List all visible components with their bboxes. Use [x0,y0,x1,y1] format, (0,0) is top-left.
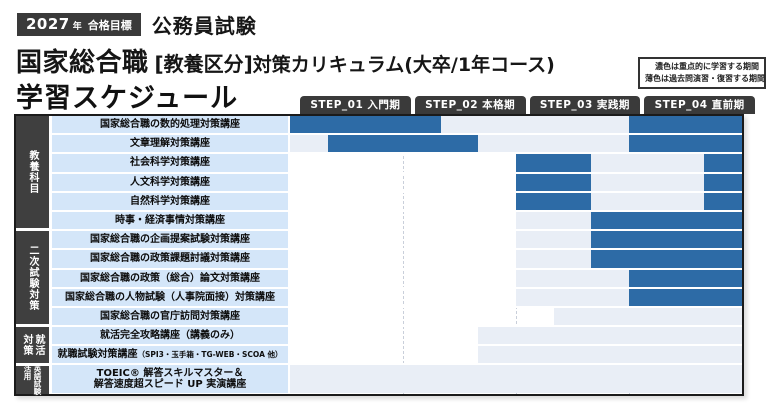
review-practice-bar [591,173,705,191]
legend-dark-note: 濃色は重点的に学習する期間 [655,62,759,71]
review-practice-bar [591,192,705,210]
schedule-row [290,288,742,308]
group-label-text: 就活 [33,333,44,356]
course-title-main: 国家総合職 [16,48,149,78]
schedule-row [290,250,742,270]
course-label-cell: 人文科学対策講座 [52,173,288,193]
focus-study-bar [516,173,592,191]
course-label-cell: 国家総合職の政策課題討議対策講座 [52,250,288,270]
group-label-text: 二次試験対策 [27,244,38,311]
focus-study-bar [516,154,592,172]
course-label-cell: 社会科学対策講座 [52,154,288,174]
focus-study-bar [629,269,742,287]
review-practice-bar [478,327,742,345]
schedule-row [290,231,742,251]
schedule-table: 教養科目 二次試験対策 就活 対策 英語試験 活用 国家総合職の数的処理対策講座 文章理解対… [14,114,744,396]
review-practice-bar [591,154,705,172]
review-practice-bar [290,135,328,153]
step-tab: STEP_04 直前期 [644,96,755,114]
review-practice-bar [440,116,629,134]
header-line-1: 2027 年 合格目標 公務員試験 [17,10,257,39]
review-practice-bar [516,288,629,306]
group-label-block: 就活 対策 [16,327,49,366]
group-label-block: 英語試験 活用 [16,364,49,395]
schedule-row [290,192,742,212]
focus-study-bar [629,116,742,134]
schedule-row [290,154,742,174]
step-tab: STEP_01 入門期 [300,96,411,114]
focus-study-bar [704,154,742,172]
course-label-column: 国家総合職の数的処理対策講座 文章理解対策講座 社会科学対策講座 人文科学対策講座 自然… [52,116,288,394]
group-label-block: 教養科目 [16,116,49,232]
course-label-cell: 国家総合職の官庁訪問対策講座 [52,307,288,328]
course-label-cell: 国家総合職の企画提案試験対策講座 [52,231,288,251]
schedule-row [290,307,742,328]
group-label-text: 英語試験 [33,364,42,395]
course-title: 国家総合職 [教養区分] 対策カリキュラム(大卒/1年コース) [16,42,555,79]
review-practice-bar [553,307,742,326]
review-practice-bar [516,211,592,230]
course-label-cell: 就活完全攻略講座（講義のみ） [52,327,288,347]
step-tabs: STEP_01 入門期 STEP_02 本格期 STEP_03 実践期 STEP_04… [300,96,755,114]
target-year-badge: 2027 年 合格目標 [17,13,141,36]
schedule-grid [290,116,742,394]
schedule-row [290,116,742,136]
group-label-block: 二次試験対策 [16,231,49,328]
group-label-text: 対策 [21,333,32,356]
schedule-row [290,327,742,347]
focus-study-bar [629,135,742,153]
step-boundary-guide [403,116,404,394]
course-title-bracket: [教養区分] [154,52,253,76]
exam-type-title: 公務員試験 [151,14,257,38]
review-practice-bar [478,346,742,364]
step-tab: STEP_02 本格期 [414,96,526,114]
step-tab: STEP_03 実践期 [529,96,641,114]
course-label-cell: 就職試験対策講座（SPI3・玉手箱・TG-WEB・SCOA 他） [52,346,288,366]
focus-study-bar [591,231,742,249]
badge-year-suffix: 年 [72,22,82,32]
focus-study-bar [516,192,592,210]
course-label-cell: 国家総合職の数的処理対策講座 [52,116,288,136]
focus-study-bar [704,192,742,210]
focus-study-bar [327,135,479,153]
review-practice-bar [516,250,592,268]
course-label-cell: 時事・経済事情対策講座 [52,211,288,232]
schedule-row [290,211,742,232]
focus-study-bar [591,250,742,268]
review-practice-bar [290,365,742,394]
focus-study-bar [704,173,742,191]
page-title: 学習スケジュール [16,83,239,114]
focus-study-bar [629,288,742,306]
focus-study-bar [290,116,441,134]
group-label-text: 教養科目 [27,150,38,195]
review-practice-bar [516,269,629,287]
course-label-cell: 国家総合職の人物試験（人事院面接）対策講座 [52,288,288,308]
course-label-cell: 自然科学対策講座 [52,192,288,212]
course-title-rest: 対策カリキュラム(大卒/1年コース) [252,54,555,76]
group-column: 教養科目 二次試験対策 就活 対策 英語試験 活用 [16,116,49,395]
legend-box: 濃色は重点的に学習する期間 薄色は過去問演習・復習する期間 [638,57,766,89]
course-label-cell: TOEIC® 解答スキルマスター＆ 解答速度超スピード UP 実演講座 [52,365,288,394]
review-practice-bar [478,135,629,153]
focus-study-bar [591,211,742,230]
legend-light-note: 薄色は過去問演習・復習する期間 [645,74,765,83]
course-label-cell: 国家総合職の政策（総合）論文対策講座 [52,269,288,289]
schedule-row [290,365,742,394]
review-practice-bar [516,231,592,249]
schedule-row [290,135,742,155]
course-label-cell: 文章理解対策講座 [52,135,288,155]
schedule-row [290,173,742,193]
schedule-row [290,269,742,289]
badge-goal: 合格目標 [87,19,132,32]
group-label-text: 活用 [23,364,32,380]
badge-year: 2027 [26,15,70,33]
schedule-row [290,346,742,366]
